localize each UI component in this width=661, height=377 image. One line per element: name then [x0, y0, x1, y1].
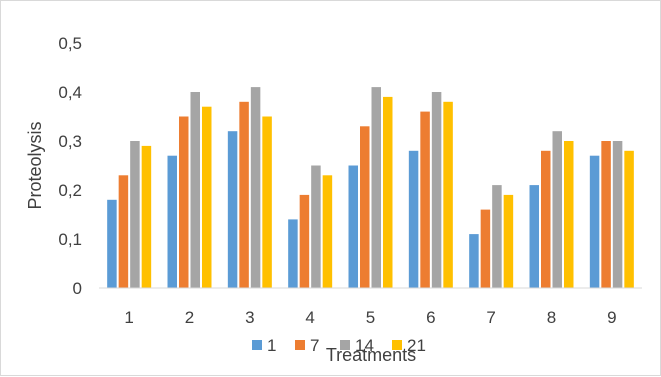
- bar-series-1-cat-6: [408, 150, 419, 288]
- y-tick-label: 0: [73, 279, 82, 298]
- x-tick-label: 2: [185, 308, 194, 327]
- x-tick-label: 5: [366, 308, 375, 327]
- y-tick-label: 0,2: [58, 181, 82, 200]
- legend-label: 14: [355, 336, 374, 355]
- bar-series-1-cat-8: [529, 185, 539, 288]
- bar-series-7-cat-5: [360, 126, 370, 288]
- bar-series-21-cat-1: [141, 145, 152, 288]
- bar-series-7-cat-3: [239, 101, 249, 288]
- y-tick-label: 0,1: [58, 230, 82, 249]
- bar-series-21-cat-9: [624, 150, 634, 288]
- bar-series-7-cat-2: [179, 116, 189, 288]
- bar-series-14-cat-5: [371, 87, 381, 288]
- x-tick-label: 1: [124, 308, 133, 327]
- x-tick-label: 4: [305, 308, 314, 327]
- bar-series-7-cat-4: [299, 194, 310, 288]
- bar-series-1-cat-5: [348, 165, 358, 288]
- bar-series-21-cat-5: [383, 96, 393, 289]
- bar-series-7-cat-6: [420, 111, 430, 288]
- bar-series-14-cat-6: [431, 92, 442, 288]
- bar-series-1-cat-1: [107, 199, 117, 288]
- legend-label: 21: [407, 336, 426, 355]
- bar-series-14-cat-9: [612, 141, 623, 288]
- bar-series-7-cat-9: [601, 141, 611, 288]
- bar-series-14-cat-3: [250, 87, 261, 288]
- legend-swatch-14: [340, 340, 350, 350]
- y-tick-label: 0,5: [58, 34, 82, 53]
- legend-label: 1: [267, 336, 276, 355]
- legend-swatch-7: [295, 340, 305, 350]
- x-tick-label: 9: [607, 308, 616, 327]
- bar-series-14-cat-7: [492, 185, 502, 288]
- bar-series-7-cat-8: [541, 150, 551, 288]
- legend-swatch-21: [392, 340, 402, 350]
- x-axis-ticks: 1 2 3 4 5 6 7 8 9: [124, 308, 616, 327]
- bar-series-1-cat-4: [288, 219, 298, 288]
- bar-series-14-cat-2: [190, 92, 200, 288]
- bar-series-21-cat-8: [564, 141, 574, 288]
- bar-series-21-cat-3: [262, 116, 272, 288]
- bar-series-14-cat-4: [311, 165, 321, 288]
- bar-series-1-cat-2: [167, 155, 177, 288]
- bar-series-21-cat-2: [202, 106, 212, 288]
- y-axis-ticks: 0 0,1 0,2 0,3 0,4 0,5: [58, 34, 82, 298]
- bar-series-14-cat-1: [130, 141, 140, 288]
- legend: 1 7 14 21: [252, 336, 426, 355]
- bar-series-1-cat-7: [469, 234, 479, 288]
- bar-series-7-cat-1: [118, 175, 129, 288]
- x-tick-label: 6: [426, 308, 435, 327]
- bar-series-21-cat-4: [322, 175, 333, 288]
- bar-series-21-cat-7: [503, 194, 514, 288]
- bars-group: [107, 87, 634, 289]
- x-tick-label: 3: [245, 308, 254, 327]
- x-tick-label: 8: [547, 308, 556, 327]
- legend-label: 7: [310, 336, 319, 355]
- bar-series-1-cat-3: [227, 131, 238, 288]
- bar-series-21-cat-6: [443, 101, 453, 288]
- legend-swatch-1: [252, 340, 262, 350]
- x-tick-label: 7: [486, 308, 495, 327]
- y-tick-label: 0,4: [58, 83, 82, 102]
- bar-series-14-cat-8: [552, 131, 562, 288]
- bar-series-1-cat-9: [589, 155, 600, 288]
- x-axis-title: Treatments: [326, 345, 416, 365]
- bar-series-7-cat-7: [480, 209, 491, 288]
- y-tick-label: 0,3: [58, 132, 82, 151]
- y-axis-title: Proteolysis: [25, 121, 45, 209]
